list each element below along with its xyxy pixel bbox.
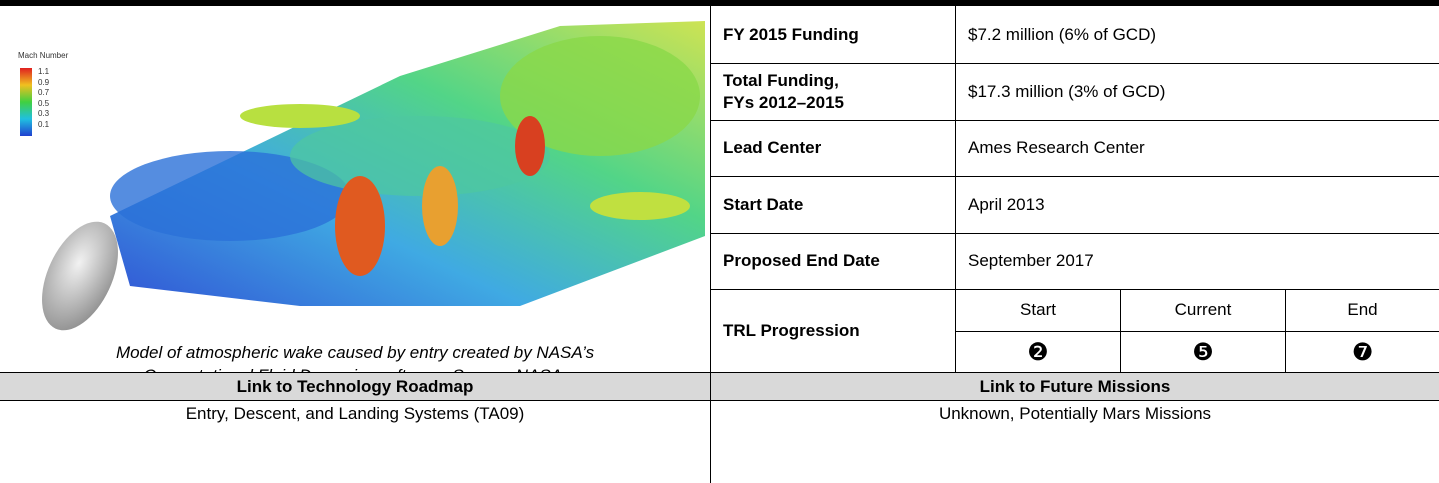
legend-label: 0.3 xyxy=(38,109,50,118)
divider xyxy=(1120,289,1121,372)
trl-header: Start xyxy=(1020,300,1056,319)
link-header: Link to Future Missions xyxy=(711,373,1439,400)
trl-header: End xyxy=(1347,300,1378,319)
caption-line: Model of atmospheric wake caused by entr… xyxy=(115,343,595,362)
row-value: $7.2 million (6% of GCD) xyxy=(968,24,1157,44)
divider xyxy=(955,6,956,372)
trl-header: Current xyxy=(1174,300,1232,319)
row-label: FY 2015 Funding xyxy=(723,24,859,44)
legend-label: 0.1 xyxy=(38,119,50,129)
divider xyxy=(0,372,1439,373)
trl-value: ❼ xyxy=(1351,338,1374,366)
row-label: Total Funding, FYs 2012–2015 xyxy=(711,63,955,120)
row-value: Ames Research Center xyxy=(968,138,1145,157)
legend-label: 0.7 xyxy=(38,88,50,97)
divider xyxy=(1285,289,1286,372)
row-value: $17.3 million (3% of GCD) xyxy=(968,81,1166,101)
top-bar xyxy=(0,0,1439,6)
divider xyxy=(710,233,1439,234)
divider xyxy=(710,176,1439,177)
label-line: Total Funding, xyxy=(723,70,839,90)
divider xyxy=(710,63,1439,64)
row-value: September 2017 xyxy=(968,251,1094,270)
row-label: Start Date xyxy=(723,194,804,214)
label-line: FYs 2012–2015 xyxy=(723,92,844,112)
legend-labels: 1.1 0.9 0.7 0.5 0.3 0.1 xyxy=(38,67,49,130)
row-label: TRL Progression xyxy=(723,320,860,340)
legend-label: 1.1 xyxy=(38,67,50,76)
link-header: Link to Technology Roadmap xyxy=(0,373,710,400)
divider xyxy=(955,331,1439,332)
legend-label: 0.9 xyxy=(38,77,50,87)
divider xyxy=(710,289,1439,290)
row-label: Proposed End Date xyxy=(723,251,880,270)
link-value: Unknown, Potentially Mars Missions xyxy=(938,404,1212,423)
divider xyxy=(710,6,711,483)
cfd-image xyxy=(20,21,705,331)
trl-value: ❷ xyxy=(1027,338,1049,366)
row-label: Lead Center xyxy=(723,138,822,157)
link-value: Entry, Descent, and Landing Systems (TA0… xyxy=(185,404,525,423)
divider xyxy=(0,400,1439,401)
row-value: April 2013 xyxy=(968,194,1045,214)
legend-title: Mach Number xyxy=(18,51,69,60)
divider xyxy=(710,120,1439,121)
trl-value: ❺ xyxy=(1192,338,1214,366)
legend-label: 0.5 xyxy=(38,98,50,108)
